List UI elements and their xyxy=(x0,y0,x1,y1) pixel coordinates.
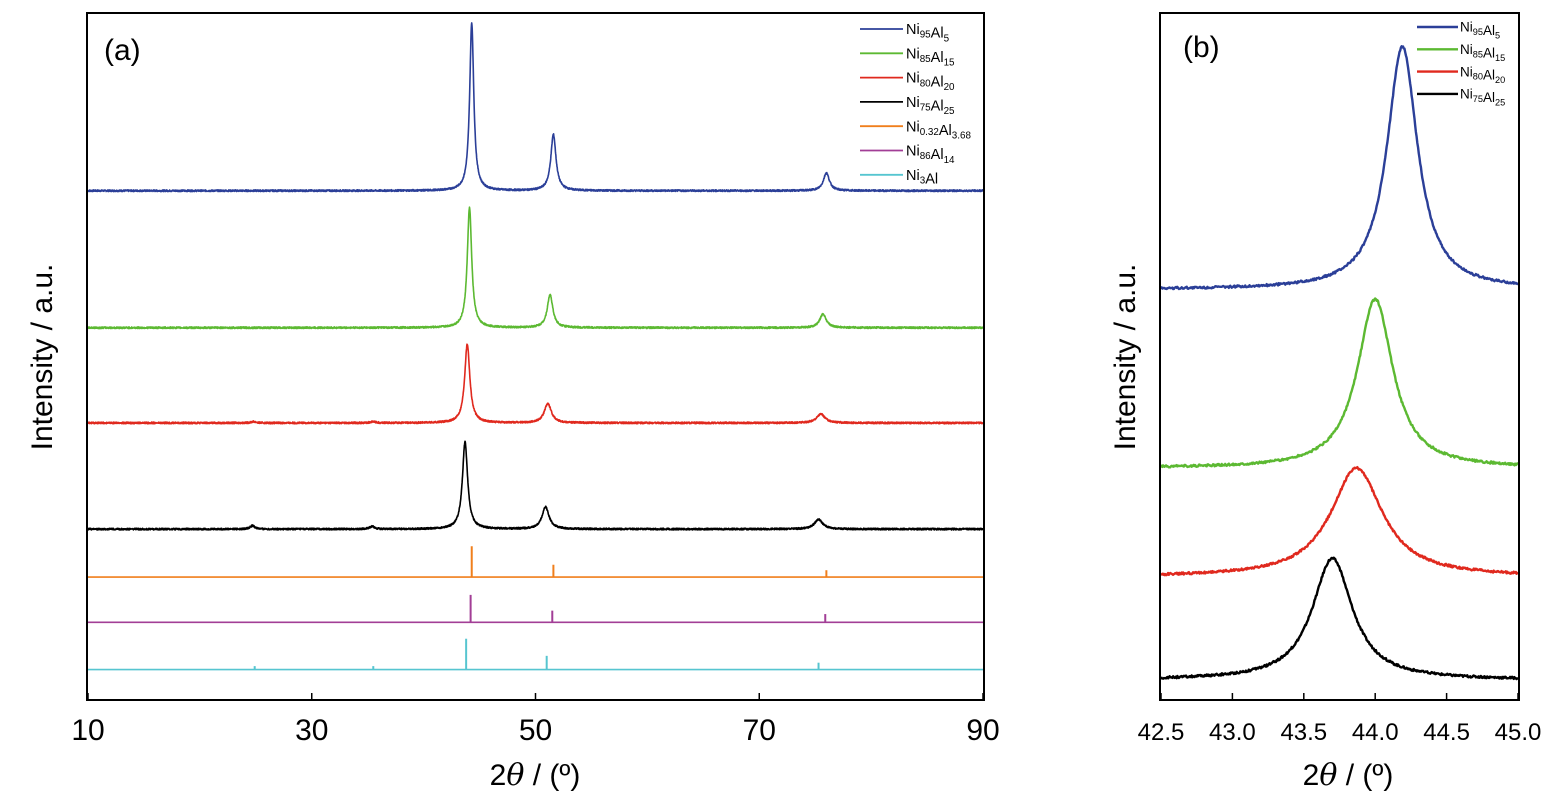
panel-b-xtick-label-3: 44.0 xyxy=(1352,719,1399,746)
legend-label-ni80al20: Ni80Al20 xyxy=(1460,64,1505,85)
panel-a-frame xyxy=(86,12,985,701)
panel-b-xtick-label-0: 42.5 xyxy=(1138,719,1185,746)
legend-label-ni85al15: Ni85Al15 xyxy=(1460,42,1505,63)
legend-label-ni75al25: Ni75Al25 xyxy=(906,95,955,117)
panel-b-frame xyxy=(1159,12,1520,701)
panel-b-xtick-label-4: 44.5 xyxy=(1423,719,1470,746)
panel-b-xtick-label-1: 43.0 xyxy=(1209,719,1256,746)
legend-label-ni86al14: Ni86Al14 xyxy=(906,144,955,166)
panel-a-xtick-label-4: 90 xyxy=(966,714,999,747)
panel-b: 42.5 43.0 43.5 44.0 44.5 45.0 (b) Intensity /… xyxy=(1109,12,1542,793)
panel-a-xtick-label-1: 30 xyxy=(295,714,328,747)
series-b-ni80al20 xyxy=(1160,465,1519,577)
panel-a-xlabel: 2θ / (º) xyxy=(490,758,581,793)
series-b-ni75al25 xyxy=(1159,556,1519,681)
series-a-ni85al15 xyxy=(87,206,984,330)
series-a-ni75al25 xyxy=(87,440,984,531)
series-a-ni80al20 xyxy=(87,343,984,425)
legend-label-ni85al15: Ni85Al15 xyxy=(906,46,955,68)
panel-b-ylabel: Intensity / a.u. xyxy=(1109,264,1142,451)
panel-a: 10 30 50 70 90 (a) Intensity / a.u. 2θ / (º)… xyxy=(26,12,1000,793)
panel-a-ylabel: Intensity / a.u. xyxy=(26,264,59,451)
panel-b-xlabel: 2θ / (º) xyxy=(1303,758,1394,793)
legend-label-ni0-32al3-68: Ni0.32Al3.68 xyxy=(906,119,971,141)
panel-a-xtick-label-2: 50 xyxy=(519,714,552,747)
legend-label-ni75al25: Ni75Al25 xyxy=(1460,87,1505,108)
series-b-ni85al15 xyxy=(1159,297,1519,469)
panel-b-xtick-label-5: 45.0 xyxy=(1495,719,1542,746)
panel-b-label: (b) xyxy=(1183,31,1220,64)
panel-b-xtick-label-2: 43.5 xyxy=(1280,719,1327,746)
panel-a-label: (a) xyxy=(104,34,141,67)
series-b-ni95al5 xyxy=(1159,45,1520,291)
legend-label-ni95al5: Ni95Al5 xyxy=(1460,20,1500,41)
legend-label-ni3al: Ni3Al xyxy=(906,168,938,188)
panel-a-xtick-label-0: 10 xyxy=(71,714,104,747)
series-a-ni95al5 xyxy=(87,22,984,193)
panel-a-xtick-label-3: 70 xyxy=(743,714,776,747)
legend-label-ni95al5: Ni95Al5 xyxy=(906,22,950,44)
legend-label-ni80al20: Ni80Al20 xyxy=(906,71,955,93)
